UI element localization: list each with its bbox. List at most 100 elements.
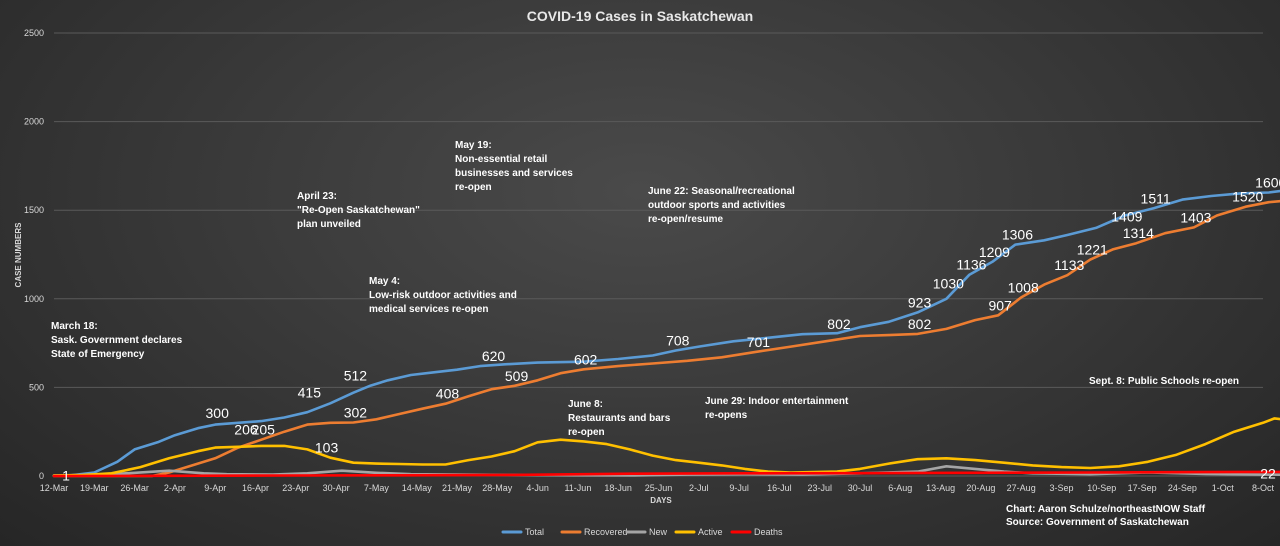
legend-item-total: Total: [501, 527, 544, 537]
data-label-total: 802: [827, 316, 851, 332]
x-tick-label: 9-Jul: [729, 483, 749, 493]
x-tick-label: 8-Oct: [1252, 483, 1275, 493]
annotation-line: re-opens: [705, 410, 748, 421]
annotation-june-8: June 8: Restaurants and bars re-open: [568, 399, 671, 438]
legend-item-deaths: Deaths: [730, 527, 783, 537]
x-tick-label: 9-Apr: [204, 483, 226, 493]
legend-label-active: Active: [698, 527, 723, 537]
legend-label-recovered: Recovered: [584, 527, 628, 537]
data-label-recovered: 701: [747, 334, 771, 350]
data-label-recovered: 509: [505, 368, 529, 384]
x-tick-label: 17-Sep: [1128, 483, 1157, 493]
data-label-recovered: 1008: [1008, 279, 1039, 295]
chart-title: COVID-19 Cases in Saskatchewan: [527, 8, 753, 24]
gridlines: [54, 32, 1263, 477]
x-tick-label: 7-May: [364, 483, 390, 493]
x-tick-label: 30-Apr: [323, 483, 350, 493]
x-tick-label: 10-Sep: [1087, 483, 1116, 493]
annotation-line: May 19:: [455, 140, 492, 151]
data-label-total: 415: [298, 384, 322, 400]
legend: Total Recovered New Active Deaths: [501, 527, 783, 537]
x-tick-label: 13-Aug: [926, 483, 955, 493]
y-tick-label: 1500: [24, 205, 44, 215]
y-tick-label: 500: [29, 382, 44, 392]
annotation-line: May 4:: [369, 276, 400, 287]
y-tick-label: 1000: [24, 294, 44, 304]
x-tick-label: 26-Mar: [120, 483, 149, 493]
x-tick-label: 19-Mar: [80, 483, 109, 493]
x-tick-label: 16-Jul: [767, 483, 792, 493]
annotation-may-19: May 19: Non-essential retail businesses …: [455, 140, 573, 193]
data-label-recovered: 602: [574, 351, 598, 367]
y-tick-label: 0: [39, 471, 44, 481]
x-tick-label: 6-Aug: [888, 483, 912, 493]
data-label-active: 103: [315, 440, 339, 456]
x-tick-label: 3-Sep: [1049, 483, 1073, 493]
x-tick-label: 2-Jul: [689, 483, 709, 493]
data-label-total: 1600: [1255, 174, 1280, 190]
series-line-deaths: [52, 470, 1280, 478]
annotation-line: outdoor sports and activities: [648, 200, 786, 211]
x-tick-label: 12-Mar: [40, 483, 69, 493]
annotation-march-18: March 18: Sask. Government declares Stat…: [51, 321, 183, 360]
y-axis-ticks: 0 500 1000 1500 2000 2500: [24, 28, 44, 481]
x-tick-label: 30-Jul: [848, 483, 873, 493]
data-label-total: 512: [344, 367, 368, 383]
annotation-line: Non-essential retail: [455, 154, 547, 165]
data-label-total: 923: [908, 294, 932, 310]
annotation-line: plan unveiled: [297, 219, 361, 230]
annotation-line: June 22: Seasonal/recreational: [648, 186, 795, 197]
y-tick-label: 2000: [24, 117, 44, 127]
annotation-june-22: June 22: Seasonal/recreational outdoor s…: [648, 186, 795, 225]
data-label-total: 1306: [1002, 227, 1033, 243]
x-tick-label: 1-Oct: [1212, 483, 1235, 493]
data-label-recovered: 1520: [1232, 189, 1263, 205]
annotation-june-29: June 29: Indoor entertainment re-opens: [705, 396, 849, 421]
x-tick-label: 2-Apr: [164, 483, 186, 493]
annotation-line: April 23:: [297, 191, 337, 202]
annotation-line: Low-risk outdoor activities and: [369, 290, 517, 301]
annotation-may-4: May 4: Low-risk outdoor activities and m…: [369, 276, 517, 315]
annotation-line: State of Emergency: [51, 349, 145, 360]
data-label-recovered: 1403: [1180, 209, 1211, 225]
series-line-active: [52, 417, 1280, 477]
annotation-line: Sask. Government declares: [51, 335, 183, 346]
x-tick-label: 4-Jun: [526, 483, 549, 493]
legend-item-active: Active: [674, 527, 723, 537]
annotation-line: medical services re-open: [369, 304, 489, 315]
y-axis-title: CASE NUMBERS: [14, 222, 23, 288]
legend-label-deaths: Deaths: [754, 527, 783, 537]
data-label-recovered: 408: [436, 386, 460, 402]
annotation-april-23: April 23: "Re-Open Saskatchewan" plan un…: [297, 191, 420, 230]
x-axis-ticks: 12-Mar 19-Mar 26-Mar 2-Apr 9-Apr 16-Apr 23-Apr…: [40, 483, 1275, 493]
data-label-total: 620: [482, 348, 506, 364]
data-label-new: 22: [1260, 466, 1276, 482]
data-label-recovered: 1221: [1077, 242, 1108, 258]
data-label-total: 1511: [1141, 190, 1171, 206]
annotation-line: Sept. 8: Public Schools re-open: [1089, 376, 1239, 387]
data-label-recovered: 302: [344, 404, 368, 420]
chart-credit: Chart: Aaron Schulze/northeastNOW Staff: [1006, 504, 1206, 515]
data-label-total: 1030: [933, 275, 964, 291]
annotation-line: June 29: Indoor entertainment: [705, 396, 849, 407]
data-label-total: 300: [206, 405, 230, 421]
annotation-line: re-open: [455, 182, 492, 193]
x-tick-label: 21-May: [442, 483, 473, 493]
legend-label-new: New: [649, 527, 668, 537]
x-tick-label: 11-Jun: [564, 483, 591, 493]
x-tick-label: 16-Apr: [242, 483, 269, 493]
series-line-recovered: [52, 199, 1280, 478]
chart-source: Source: Government of Saskatchewan: [1006, 517, 1189, 528]
data-label-total: 1136: [956, 257, 986, 273]
annotation-sept-8: Sept. 8: Public Schools re-open: [1089, 376, 1239, 387]
x-tick-label: 25-Jun: [645, 483, 673, 493]
legend-item-recovered: Recovered: [560, 527, 628, 537]
data-label-recovered: 1133: [1054, 257, 1084, 273]
data-label-total: 1409: [1111, 208, 1142, 224]
x-tick-label: 14-May: [402, 483, 433, 493]
annotation-line: "Re-Open Saskatchewan": [297, 205, 420, 216]
annotation-line: re-open/resume: [648, 214, 723, 225]
x-tick-label: 23-Jul: [807, 483, 832, 493]
